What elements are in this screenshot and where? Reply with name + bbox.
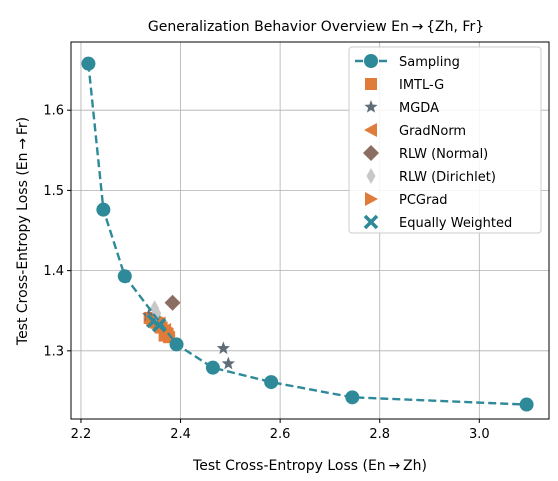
plot-frame <box>70 41 550 420</box>
x-axis-label: Test Cross-Entropy Loss (En → Zh) <box>192 458 427 474</box>
data-point <box>96 202 111 217</box>
data-point <box>216 341 231 355</box>
data-point <box>345 390 360 405</box>
legend-label: RLW (Dirichlet) <box>399 170 496 185</box>
legend-label: IMTL-G <box>399 78 444 93</box>
axis-ticks: 2.2 2.4 2.6 2.8 3.0 1.3 1.4 1.5 1.6 <box>43 104 489 442</box>
y-tick-label: 1.5 <box>43 184 64 199</box>
legend-label: RLW (Normal) <box>399 147 488 162</box>
legend-marker <box>365 192 378 206</box>
data-point <box>164 294 181 311</box>
legend-label: GradNorm <box>399 124 466 139</box>
data-point <box>151 317 167 333</box>
legend-entry: GradNorm <box>364 123 466 139</box>
legend-marker <box>363 214 379 230</box>
x-tick-label: 2.6 <box>270 427 291 442</box>
legend-label: Sampling <box>399 55 460 70</box>
y-tick-label: 1.3 <box>43 344 64 359</box>
y-tick-label: 1.6 <box>43 104 64 119</box>
data-point <box>117 269 132 284</box>
legend-label: PCGrad <box>399 193 448 208</box>
y-tick-label: 1.4 <box>43 264 64 279</box>
legend-marker <box>364 100 378 113</box>
chart-title: Generalization Behavior Overview En → {Z… <box>148 19 484 35</box>
legend-marker <box>365 78 377 90</box>
x-tick-label: 2.2 <box>71 427 92 442</box>
data-point <box>81 56 96 71</box>
legend: Sampling IMTL-G MGDA GradNorm RLW (Normal) RL… <box>348 46 542 234</box>
legend-entry: Equally Weighted <box>363 214 512 231</box>
legend-marker <box>363 145 379 161</box>
sampling-line <box>87 63 527 406</box>
data-point <box>160 327 174 342</box>
legend-label: Equally Weighted <box>399 216 512 231</box>
legend-entry: PCGrad <box>365 192 448 208</box>
plot-series <box>81 56 534 412</box>
data-point <box>169 337 184 352</box>
legend-box <box>348 46 542 234</box>
legend-marker <box>364 123 377 137</box>
legend-entry: IMTL-G <box>365 78 444 93</box>
legend-entry: Sampling <box>355 54 460 70</box>
data-point <box>519 397 534 412</box>
legend-entry: RLW (Dirichlet) <box>366 168 496 185</box>
series-sampling <box>81 56 534 412</box>
data-point <box>264 375 279 390</box>
legend-marker <box>364 54 378 68</box>
legend-entry: MGDA <box>364 100 439 116</box>
x-tick-label: 3.0 <box>469 427 490 442</box>
legend-marker <box>366 168 376 184</box>
x-tick-label: 2.4 <box>170 427 191 442</box>
data-point <box>221 356 236 370</box>
x-tick-label: 2.8 <box>369 427 390 442</box>
legend-label: MGDA <box>399 101 439 116</box>
data-point <box>205 360 220 375</box>
series-rlw-normal- <box>164 294 181 311</box>
legend-entry: RLW (Normal) <box>363 145 488 162</box>
y-axis-label: Test Cross-Entropy Loss (En → Fr) <box>15 117 31 346</box>
